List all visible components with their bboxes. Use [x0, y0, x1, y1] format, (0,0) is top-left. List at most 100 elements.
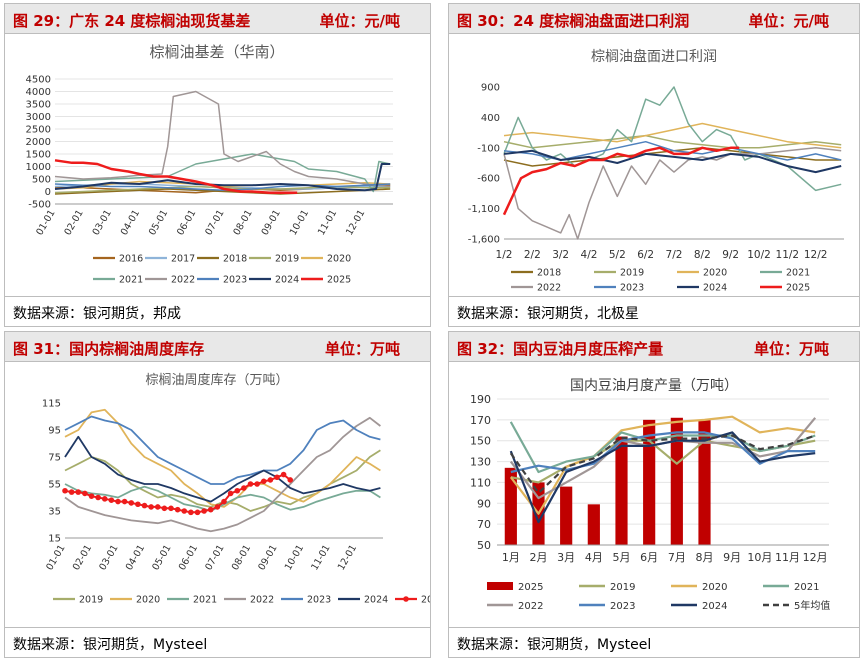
legend-label-2025: 2025 — [518, 582, 543, 593]
series-line-2024 — [503, 149, 842, 174]
series-line-2024 — [54, 163, 391, 192]
source-text: 数据来源：银河期货，邦成 — [13, 306, 181, 322]
x-tick-label: 06-01 — [177, 543, 200, 572]
x-tick-label: 11月 — [775, 551, 800, 564]
y-tick-label: 4500 — [26, 75, 51, 86]
y-tick-label: 1500 — [26, 150, 51, 161]
x-tick-label: 10/2 — [747, 249, 771, 261]
x-tick-label: 10-01 — [283, 543, 306, 572]
legend-label-2023: 2023 — [620, 283, 644, 294]
x-tick-label: 09-01 — [256, 543, 279, 572]
x-tick-label: 9月 — [723, 551, 741, 564]
x-tick-label: 07-01 — [203, 543, 226, 572]
x-tick-label: 12月 — [803, 551, 828, 564]
legend-label-2022: 2022 — [518, 601, 543, 612]
x-tick-label: 08-01 — [230, 543, 253, 572]
x-tick-label: 9/2 — [722, 249, 739, 261]
y-tick-label: 170 — [470, 414, 491, 427]
legend-label-2024: 2024 — [702, 601, 727, 612]
series-marker-2025 — [241, 485, 247, 491]
series-line-2025 — [502, 146, 740, 216]
x-tick-label: 4月 — [585, 551, 603, 564]
y-tick-label: 70 — [477, 518, 491, 531]
x-tick-label: 05-01 — [150, 543, 173, 572]
series-marker-2025 — [135, 501, 141, 508]
y-tick-label: 75 — [48, 453, 61, 464]
series-line-2025 — [54, 159, 298, 195]
x-tick-label: 6月 — [640, 551, 658, 564]
panel-title: 图 29：广东 24 度棕榈油现货基差 — [13, 12, 251, 30]
x-tick-label: 11/2 — [776, 249, 800, 261]
series-marker-2025 — [75, 489, 82, 495]
series-line-2019 — [503, 134, 842, 149]
x-tick-label: 3/2 — [552, 249, 569, 261]
x-tick-label: 09-01 — [260, 208, 283, 237]
y-tick-label: 35 — [48, 507, 61, 518]
inventory-chart: 棕榈油周度库存（万吨） 15 35 55 75 95 115 01-01 02-01 03-01… — [42, 372, 430, 606]
x-tick-label: 4/2 — [581, 249, 598, 261]
legend-label-2021: 2021 — [119, 275, 143, 286]
y-tick-label: 0 — [45, 187, 51, 198]
x-tick-label: 02-01 — [62, 208, 85, 237]
panel-source: 数据来源：银河期货，Mysteel — [449, 627, 859, 657]
panel-title: 图 31：国内棕榈油周度库存 — [13, 340, 205, 358]
y-tick-label: 95 — [48, 426, 61, 437]
series-line-2023 — [64, 415, 381, 485]
legend-label-2021: 2021 — [786, 268, 810, 279]
legend-label-2020: 2020 — [136, 595, 160, 606]
series-marker-2025 — [201, 508, 207, 514]
panel-header: 图 32：国内豆油月度压榨产量 单位：万吨 — [449, 332, 859, 362]
x-tick-label: 6/2 — [637, 249, 654, 261]
bar-2025 — [504, 467, 517, 545]
series-marker-2025 — [214, 504, 221, 510]
y-tick-label: 500 — [32, 175, 51, 186]
x-tick-label: 12-01 — [336, 543, 359, 572]
x-tick-label: 2月 — [530, 551, 548, 564]
legend-label-2023: 2023 — [307, 595, 331, 606]
series-marker-2025 — [95, 494, 101, 501]
chart-title: 棕榈油基差（华南） — [149, 43, 284, 61]
legend-label-5年均值: 5年均值 — [794, 599, 830, 612]
legend-label-2025: 2025 — [786, 283, 810, 294]
legend-label-2024: 2024 — [275, 275, 299, 286]
legend-label-2019: 2019 — [610, 582, 635, 593]
y-tick-label: -500 — [28, 200, 51, 211]
panel-fig29: 图 29：广东 24 度棕榈油现货基差 单位：元/吨 棕榈油基差（华南） -50… — [4, 3, 431, 327]
legend-label-2017: 2017 — [171, 254, 195, 265]
y-tick-label: 150 — [470, 435, 491, 448]
series-line-2024 — [509, 431, 816, 524]
legend-swatch-2025 — [487, 582, 513, 590]
series-marker-2025 — [141, 502, 148, 509]
series-marker-2025 — [88, 493, 95, 499]
import-profit-chart: 棕榈油盘面进口利润 -1,600 -1,100 -600 -100 400 900 1/2 2… — [468, 48, 844, 294]
y-tick-label: 900 — [481, 83, 500, 94]
series-marker-2025 — [267, 477, 274, 483]
legend-label-2025: 2025 — [421, 595, 430, 606]
y-tick-label: 130 — [470, 456, 491, 469]
legend-label-2022: 2022 — [537, 283, 561, 294]
series-line-2022 — [64, 416, 381, 533]
series-marker-2025 — [128, 500, 135, 506]
source-text: 数据来源：银河期货，Mysteel — [457, 637, 652, 653]
series-line-2023 — [54, 183, 391, 192]
series-marker-2025 — [168, 505, 174, 512]
series-marker-2025 — [194, 509, 201, 516]
y-tick-label: 90 — [477, 497, 491, 510]
series-marker-2025 — [68, 489, 75, 495]
panel-fig31: 图 31：国内棕榈油周度库存 单位：万吨 棕榈油周度库存（万吨） 15 35 55 7… — [4, 331, 431, 658]
y-tick-label: 190 — [470, 393, 491, 406]
legend-label-2024: 2024 — [364, 595, 388, 606]
chart-title: 国内豆油月度产量（万吨） — [570, 378, 738, 394]
series-marker-2025 — [82, 490, 88, 497]
legend-label-2019: 2019 — [275, 254, 299, 265]
legend-label-2023: 2023 — [610, 601, 635, 612]
series-marker-2025 — [121, 498, 128, 505]
bar-2025 — [560, 486, 573, 545]
y-tick-label: 1000 — [26, 162, 51, 173]
series-marker-2025 — [174, 506, 181, 513]
series-line-2024 — [64, 435, 381, 503]
series-line-2022 — [54, 90, 391, 188]
panel-fig30: 图 30：24 度棕榈油盘面进口利润 单位：元/吨 棕榈油盘面进口利润 -1,6… — [448, 3, 860, 327]
y-tick-label: 2500 — [26, 125, 51, 136]
